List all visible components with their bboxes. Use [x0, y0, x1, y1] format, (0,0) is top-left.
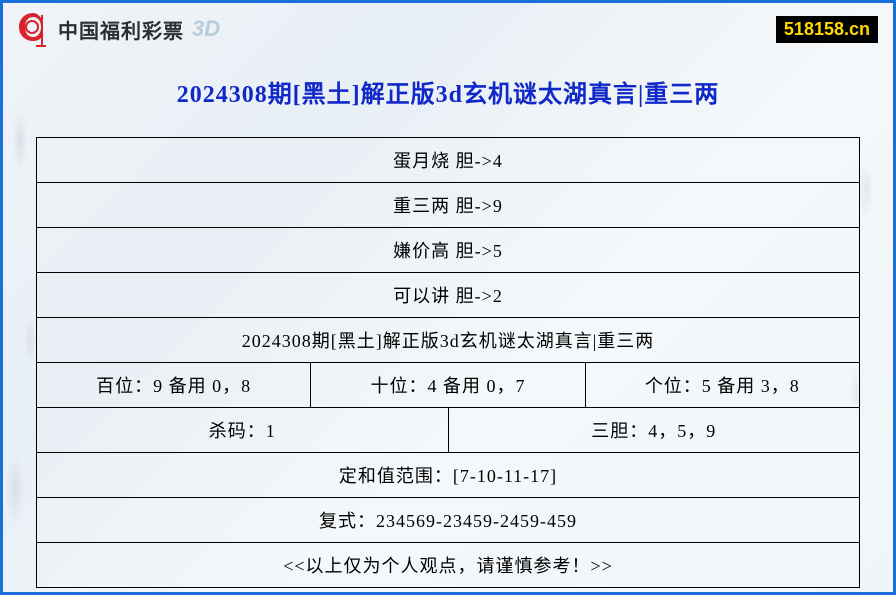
clue-row: 蛋月烧 胆->4	[37, 138, 859, 182]
lottery-logo-icon	[14, 10, 52, 48]
clue-row: 重三两 胆->9	[37, 183, 859, 227]
logo: 中国福利彩票 3D	[14, 10, 220, 48]
logo-text: 中国福利彩票	[58, 15, 184, 44]
sha-ma: 杀码：1	[37, 408, 448, 452]
clue-row: 可以讲 胆->2	[37, 273, 859, 317]
sum-range-row: 定和值范围：[7-10-11-17]	[37, 453, 859, 497]
logo-3d-suffix: 3D	[192, 16, 220, 42]
page-title: 2024308期[黑土]解正版3d玄机谜太湖真言|重三两	[0, 74, 896, 109]
position-shi: 十位：4 备用 0，7	[310, 363, 584, 407]
table-title-row: 2024308期[黑土]解正版3d玄机谜太湖真言|重三两	[37, 318, 859, 362]
clue-row: 嫌价高 胆->5	[37, 228, 859, 272]
header-bar: 中国福利彩票 3D 518158.cn	[0, 0, 896, 48]
position-ge: 个位：5 备用 3，8	[585, 363, 859, 407]
fushi-row: 复式：234569-23459-2459-459	[37, 498, 859, 542]
url-badge: 518158.cn	[776, 16, 878, 43]
footer-row: <<以上仅为个人观点，请谨慎参考！>>	[37, 543, 859, 587]
prediction-table: 蛋月烧 胆->4 重三两 胆->9 嫌价高 胆->5 可以讲 胆->2 2024…	[36, 137, 860, 588]
san-dan: 三胆：4，5，9	[448, 408, 860, 452]
position-bai: 百位：9 备用 0，8	[37, 363, 310, 407]
